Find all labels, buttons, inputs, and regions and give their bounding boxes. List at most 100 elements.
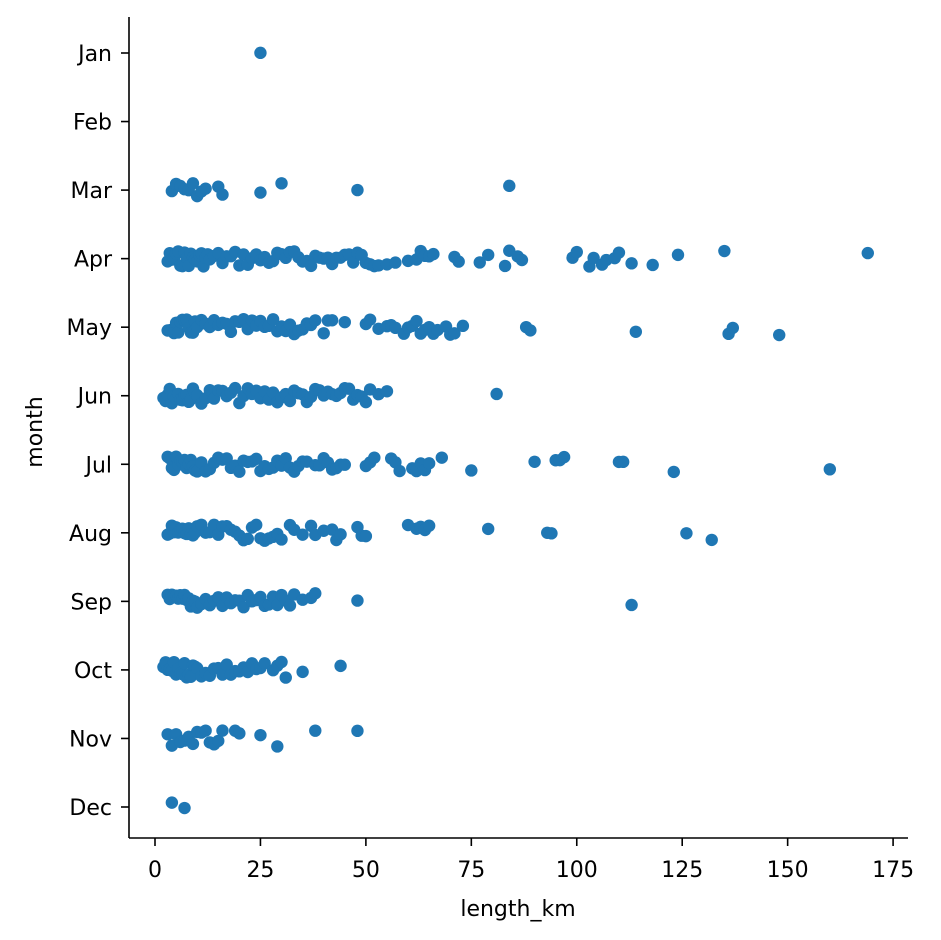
data-point-dec bbox=[178, 801, 191, 815]
data-point-apr bbox=[498, 259, 512, 273]
data-point-sep bbox=[351, 594, 364, 607]
y-tick-label-dec: Dec bbox=[69, 796, 112, 821]
data-point-may bbox=[524, 324, 537, 337]
data-point-apr bbox=[646, 258, 659, 272]
x-tick-label-50: 50 bbox=[352, 858, 380, 883]
x-axis-ticks: 0 25 50 75 100 125 150 175 bbox=[148, 838, 914, 883]
data-point-may bbox=[456, 319, 470, 333]
y-tick-label-aug: Aug bbox=[69, 522, 112, 547]
data-point-aug bbox=[334, 528, 347, 541]
x-tick-label-75: 75 bbox=[457, 858, 485, 883]
y-axis-ticks: Jan Feb Mar Apr May Jun Jul Aug Sep Oct Nov Dec bbox=[67, 42, 129, 821]
data-point-oct bbox=[296, 665, 309, 679]
data-point-aug bbox=[680, 527, 693, 540]
data-point-mar bbox=[351, 183, 364, 197]
data-point-jul bbox=[393, 464, 406, 478]
x-axis-title: length_km bbox=[460, 897, 575, 922]
data-point-nov bbox=[199, 724, 212, 737]
data-point-jun bbox=[359, 395, 373, 409]
data-point-mar bbox=[275, 177, 288, 190]
data-point-may bbox=[224, 325, 238, 339]
y-axis-title: month bbox=[23, 396, 48, 467]
data-point-aug bbox=[275, 533, 288, 546]
data-point-jun bbox=[490, 387, 503, 401]
x-tick-label-125: 125 bbox=[661, 858, 703, 883]
x-tick-label-150: 150 bbox=[767, 858, 809, 883]
data-point-apr bbox=[570, 245, 583, 259]
data-point-apr bbox=[427, 247, 440, 261]
data-point-mar bbox=[503, 179, 516, 193]
y-tick-label-feb: Feb bbox=[73, 111, 112, 136]
data-point-jun bbox=[380, 385, 394, 398]
data-point-may bbox=[363, 313, 377, 326]
data-point-may bbox=[309, 314, 322, 327]
data-point-jan bbox=[254, 46, 267, 60]
data-point-aug bbox=[359, 529, 373, 543]
data-point-jul bbox=[368, 451, 381, 464]
data-point-apr bbox=[347, 256, 360, 269]
data-point-apr bbox=[625, 257, 638, 270]
data-point-aug bbox=[250, 518, 263, 532]
data-point-apr bbox=[718, 244, 731, 258]
data-point-mar bbox=[216, 188, 229, 201]
data-point-nov bbox=[216, 724, 229, 737]
data-point-jul bbox=[338, 458, 351, 471]
data-point-oct bbox=[279, 671, 292, 684]
data-point-jun bbox=[283, 394, 297, 408]
data-point-jul bbox=[250, 452, 263, 466]
y-tick-label-mar: Mar bbox=[70, 179, 112, 204]
data-point-oct bbox=[184, 670, 198, 683]
data-point-may bbox=[773, 328, 786, 342]
data-point-jul bbox=[557, 450, 571, 464]
data-point-apr bbox=[671, 248, 685, 262]
data-point-jul bbox=[422, 457, 436, 470]
data-point-nov bbox=[233, 727, 246, 740]
data-point-may bbox=[266, 313, 280, 326]
data-point-apr bbox=[861, 246, 874, 260]
data-point-sep bbox=[625, 598, 638, 612]
data-point-nov bbox=[212, 734, 225, 748]
data-point-jul bbox=[823, 463, 837, 476]
data-point-apr bbox=[481, 248, 495, 262]
data-point-may bbox=[338, 315, 351, 329]
data-point-oct bbox=[275, 655, 288, 669]
data-point-apr bbox=[473, 256, 486, 269]
data-point-aug bbox=[705, 533, 718, 547]
data-point-apr bbox=[612, 246, 626, 259]
data-point-oct bbox=[334, 659, 347, 673]
data-point-may bbox=[171, 326, 185, 339]
data-point-nov bbox=[186, 737, 200, 751]
data-point-nov bbox=[271, 740, 284, 753]
data-point-may bbox=[629, 325, 643, 338]
data-point-oct bbox=[220, 658, 233, 671]
x-tick-label-100: 100 bbox=[556, 858, 598, 883]
data-point-oct bbox=[258, 657, 271, 670]
data-point-jun bbox=[228, 381, 242, 395]
data-point-apr bbox=[515, 253, 529, 267]
y-tick-label-oct: Oct bbox=[74, 659, 112, 684]
x-tick-label-175: 175 bbox=[872, 858, 914, 883]
data-point-jun bbox=[342, 382, 356, 395]
data-point-nov bbox=[351, 724, 364, 738]
data-point-aug bbox=[481, 522, 495, 536]
y-tick-label-jun: Jun bbox=[76, 385, 112, 410]
data-point-jul bbox=[233, 465, 246, 478]
data-point-sep bbox=[283, 599, 297, 612]
data-point-mar bbox=[254, 186, 267, 199]
data-point-mar bbox=[186, 177, 200, 190]
data-point-aug bbox=[296, 528, 309, 541]
data-point-may bbox=[325, 314, 339, 327]
data-point-aug bbox=[422, 519, 436, 532]
data-point-mar bbox=[199, 182, 212, 195]
data-point-jul bbox=[465, 464, 478, 477]
data-point-nov bbox=[309, 724, 322, 737]
data-point-may bbox=[317, 327, 330, 340]
y-tick-label-sep: Sep bbox=[71, 590, 112, 615]
data-point-may bbox=[726, 321, 740, 335]
data-point-jul bbox=[667, 465, 680, 479]
data-point-aug bbox=[545, 527, 558, 540]
data-point-may bbox=[448, 327, 461, 340]
data-point-jul bbox=[528, 455, 541, 468]
data-point-apr bbox=[304, 259, 318, 273]
